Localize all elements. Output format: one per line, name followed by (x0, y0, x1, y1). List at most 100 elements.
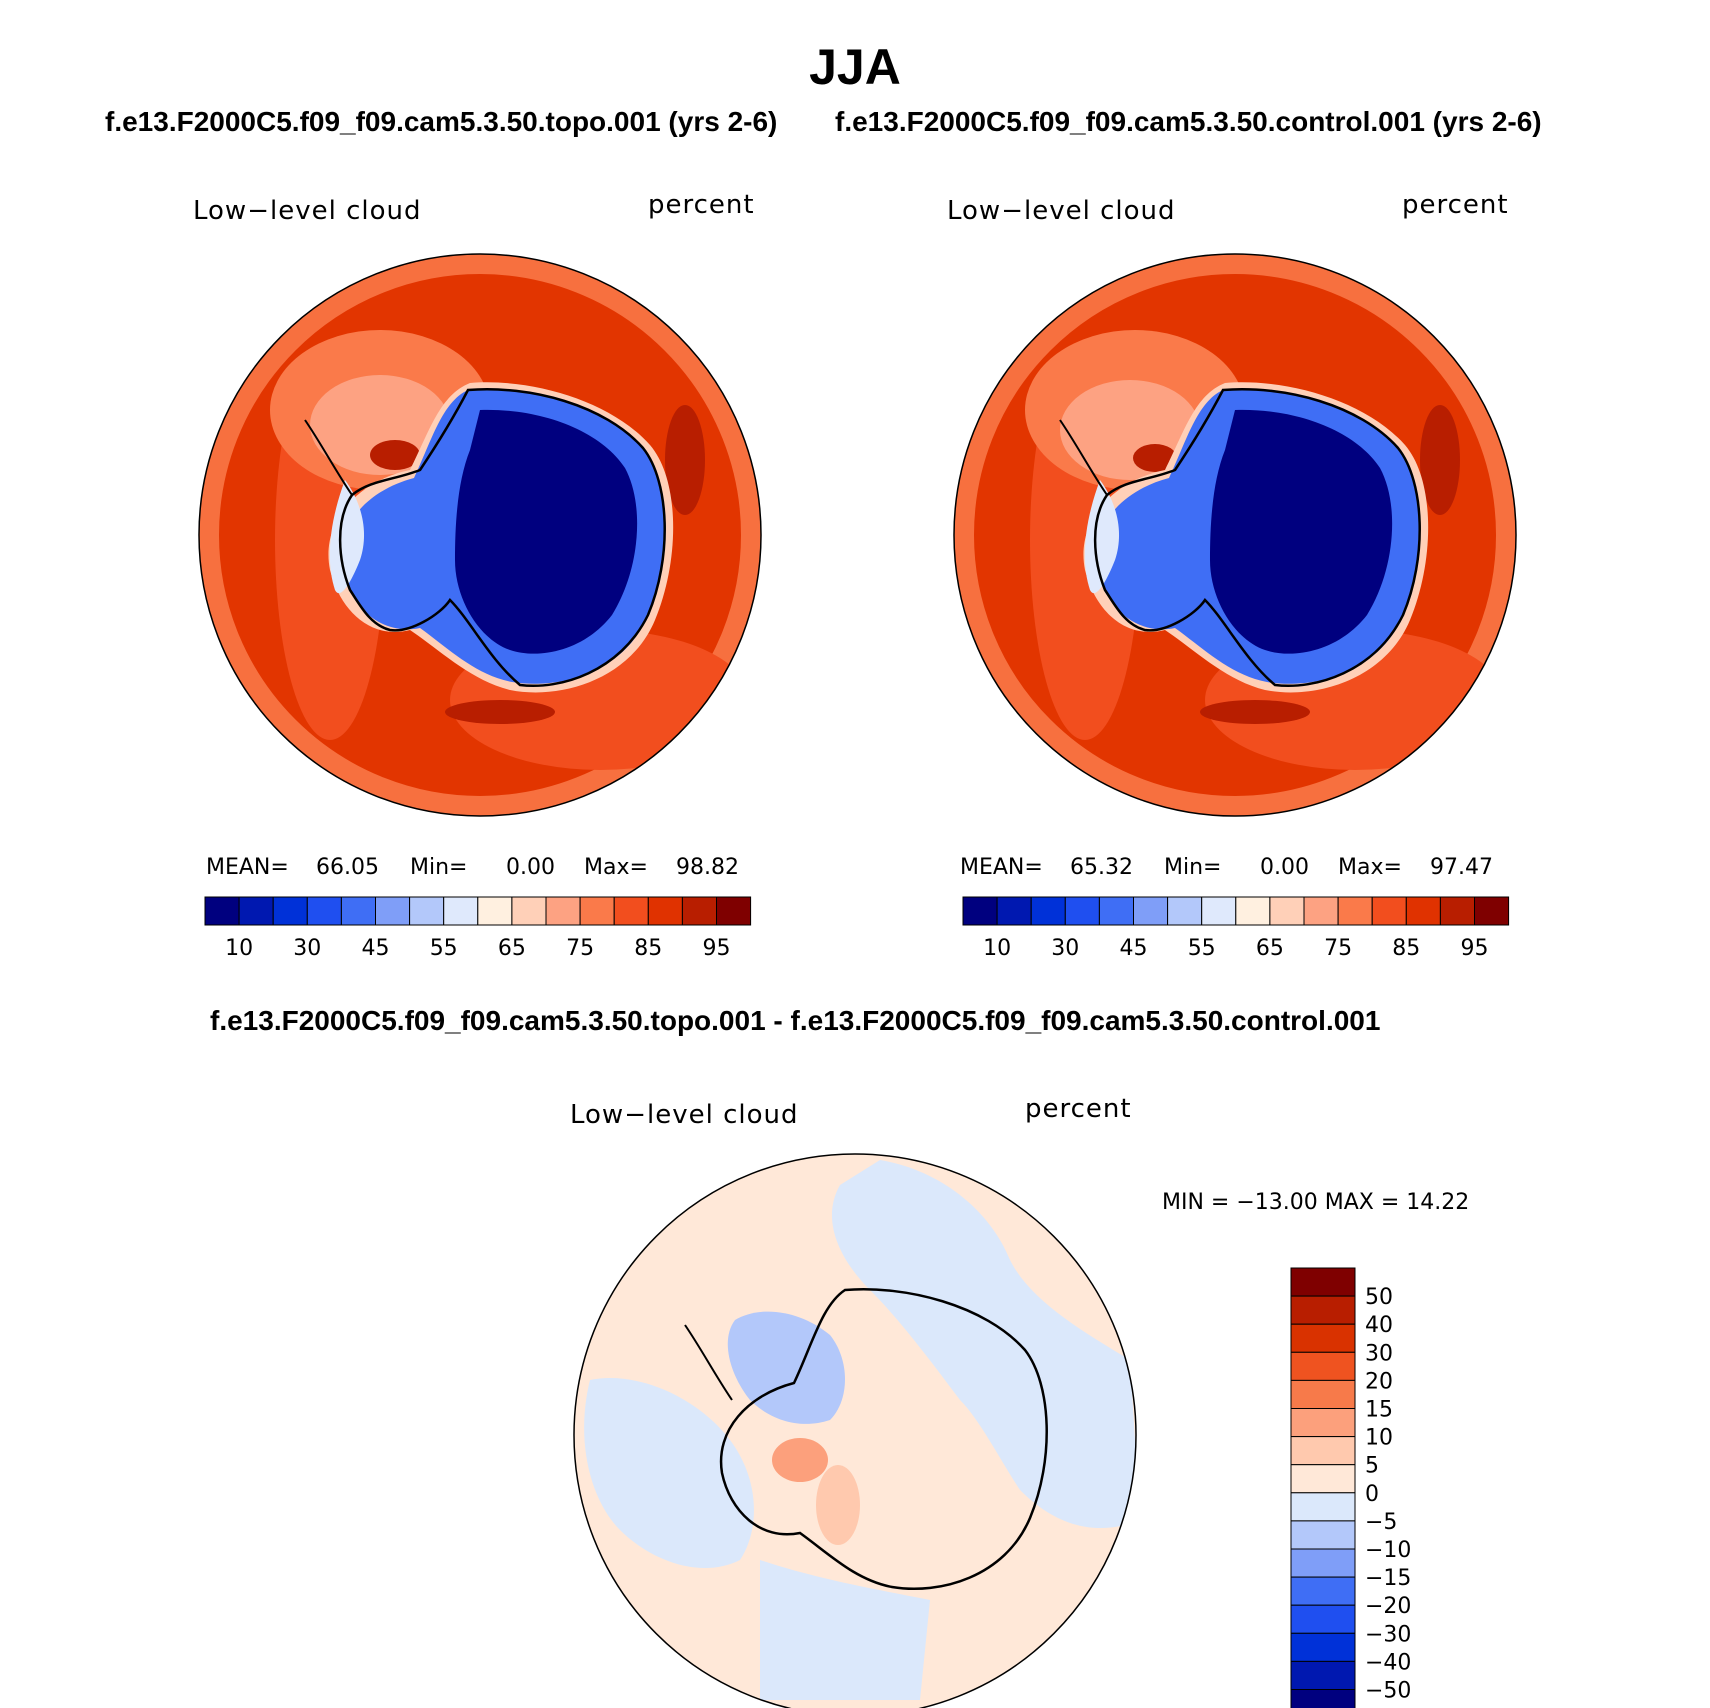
panel1-darkband-east (665, 405, 705, 515)
panel2-darkband-south (1200, 700, 1310, 724)
diff-colorbar-tick-label: 50 (1365, 1285, 1393, 1310)
panel1-colorbar-swatch (579, 896, 615, 926)
panel2-units-label: percent (1402, 190, 1509, 220)
figure-title: JJA (809, 39, 901, 95)
panel2-colorbar: 10 30 45 55 65 75 85 95 (962, 896, 1510, 961)
panel2-colorbar-swatch (1064, 896, 1100, 926)
diff-colorbar-swatch (1290, 1323, 1356, 1353)
diff-map (573, 1153, 1137, 1708)
diff-colorbar-swatch (1290, 1492, 1356, 1522)
diff-colorbar-swatch (1290, 1660, 1356, 1691)
panel1-colorbar-tick-label: 30 (293, 936, 321, 961)
panel1-darkspot-nw (370, 440, 420, 470)
panel1-colorbar-swatch (613, 896, 649, 926)
diff-minmax-text: MIN = −13.00 MAX = 14.22 (1162, 1190, 1470, 1215)
panel1-colorbar-swatch (409, 896, 445, 926)
panel2-colorbar-tick-label: 75 (1324, 936, 1352, 961)
diff-colorbar-tick-label: 10 (1365, 1426, 1393, 1451)
diff-colorbar-swatch (1290, 1520, 1356, 1550)
panel2-colorbar-swatch (1201, 896, 1237, 926)
panel2-colorbar-tick-label: 10 (983, 936, 1011, 961)
panel2-colorbar-swatch (1405, 896, 1441, 926)
diff-antarctica-coastline (719, 1288, 1048, 1591)
panel1-mean-label: MEAN= (206, 855, 289, 880)
panel2-colorbar-swatch (1474, 896, 1510, 926)
panel1-colorbar: 10 30 45 55 65 75 85 95 (204, 896, 752, 961)
panel2-mean-value: 65.32 (1070, 855, 1133, 880)
panel2-darkspot-nw (1133, 444, 1177, 472)
panel2-colorbar-swatch (1030, 896, 1066, 926)
panel2-colorbar-swatch (1371, 896, 1407, 926)
diff-negative-region-west (584, 1378, 754, 1569)
panel2-min-value: 0.00 (1260, 855, 1309, 880)
panel1-colorbar-tick-label: 10 (225, 936, 253, 961)
diff-positive-shelf (816, 1465, 860, 1545)
diff-colorbar-swatch (1290, 1295, 1356, 1325)
panel2-case-title: f.e13.F2000C5.f09_f09.cam5.3.50.control.… (835, 106, 1542, 137)
panel2-colorbar-swatch (1439, 896, 1476, 926)
panel1-colorbar-swatch (511, 896, 547, 926)
diff-colorbar-tick-label: −30 (1365, 1622, 1411, 1647)
panel1-darkband-south (445, 700, 555, 724)
panel1-colorbar-swatch (375, 896, 411, 926)
panel2-colorbar-swatch (1269, 896, 1305, 926)
diff-colorbar-tick-label: 5 (1365, 1454, 1379, 1479)
panel1-variable-label: Low−level cloud (193, 196, 422, 226)
panel1-colorbar-swatch (443, 896, 479, 926)
panel1-mean-value: 66.05 (316, 855, 379, 880)
panel1-colorbar-tick-label: 75 (566, 936, 594, 961)
panel1-colorbar-tick-label: 95 (703, 936, 731, 961)
diff-positive-ross (772, 1438, 828, 1482)
panel1-max-label: Max= (584, 855, 648, 880)
diff-colorbar-tick-label: −50 (1365, 1679, 1411, 1704)
panel2-colorbar-tick-label: 45 (1120, 936, 1148, 961)
panel1-colorbar-swatch (647, 896, 683, 926)
diff-colorbar-swatch (1290, 1576, 1356, 1606)
panel2-colorbar-tick-label: 55 (1188, 936, 1216, 961)
panel1-max-value: 98.82 (676, 855, 739, 880)
panel2-plateau-core (1210, 409, 1393, 654)
diff-colorbar-tick-label: −15 (1365, 1566, 1411, 1591)
panel2-colorbar-tick-label: 30 (1051, 936, 1079, 961)
panel2-colorbar-tick-label: 85 (1392, 936, 1420, 961)
panel2-antarctica-coastline (1093, 388, 1421, 687)
diff-map-border (573, 1153, 1137, 1708)
diff-colorbar-swatch (1290, 1632, 1356, 1662)
diff-colorbar-swatch (1290, 1267, 1356, 1297)
diff-colorbar-tick-label: −10 (1365, 1538, 1411, 1563)
panel1-case-title: f.e13.F2000C5.f09_f09.cam5.3.50.topo.001… (105, 106, 778, 137)
panel1-map (198, 253, 762, 817)
panel1-plateau-core (455, 409, 638, 654)
diff-colorbar-swatch (1290, 1408, 1356, 1438)
diff-peninsula-coastline (684, 1324, 733, 1401)
diff-negative-region-south (760, 1560, 930, 1700)
diff-colorbar-swatch (1290, 1548, 1356, 1578)
panel1-colorbar-swatch (272, 896, 308, 926)
panel1-peninsula-coastline (304, 419, 353, 496)
panel2-darkband-east (1420, 405, 1460, 515)
panel2-colorbar-tick-label: 65 (1256, 936, 1284, 961)
diff-colorbar-tick-label: 30 (1365, 1341, 1393, 1366)
panel1-colorbar-swatch (716, 896, 752, 926)
panel2-colorbar-swatch (1337, 896, 1373, 926)
diff-units-label: percent (1025, 1094, 1132, 1124)
diff-colorbar-swatch (1290, 1379, 1356, 1410)
panel1-colorbar-swatch (545, 896, 581, 926)
panel1-min-label: Min= (410, 855, 468, 880)
panel1-colorbar-swatch (340, 896, 376, 926)
diff-colorbar-swatch (1290, 1464, 1356, 1494)
panel1-colorbar-swatch (306, 896, 342, 926)
panel2-colorbar-swatch (1167, 896, 1203, 926)
panel1-colorbar-swatch (681, 896, 718, 926)
panel1-colorbar-swatch (477, 896, 513, 926)
panel1-units-label: percent (648, 190, 755, 220)
panel2-max-label: Max= (1338, 855, 1402, 880)
panel1-colorbar-tick-label: 55 (430, 936, 458, 961)
panel2-colorbar-tick-label: 95 (1461, 936, 1489, 961)
diff-colorbar-tick-label: 15 (1365, 1398, 1393, 1423)
panel2-peninsula-coastline (1059, 419, 1108, 496)
panel2-peninsula-pale (1084, 480, 1120, 594)
panel2-colorbar-swatch (1235, 896, 1271, 926)
diff-colorbar-swatch (1290, 1436, 1356, 1466)
